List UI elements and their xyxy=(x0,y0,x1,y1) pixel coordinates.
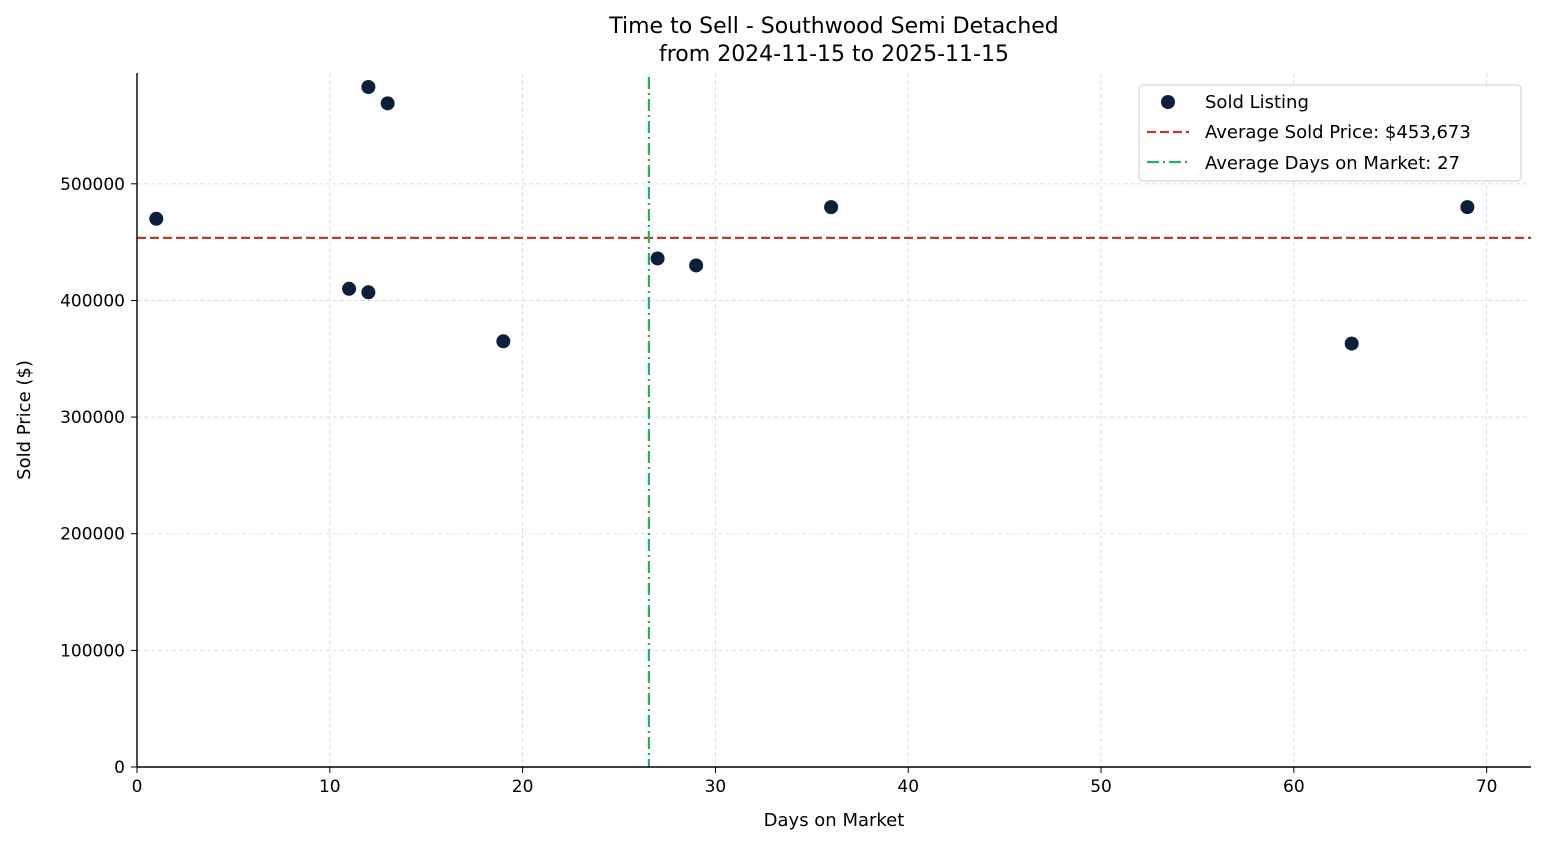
legend: Sold Listing Average Sold Price: $453,673… xyxy=(1138,84,1522,182)
y-tick-label: 300000 xyxy=(60,408,125,428)
data-point xyxy=(1460,200,1475,215)
x-tick-label: 0 xyxy=(132,777,143,797)
data-point xyxy=(824,200,839,215)
reference-lines xyxy=(137,77,1531,767)
axes: 0 10 20 30 40 50 60 70 0 100000 200000 300000 400000… xyxy=(60,73,1531,797)
chart-subtitle: from 2024-11-15 to 2025-11-15 xyxy=(659,42,1009,67)
legend-label-sold: Sold Listing xyxy=(1205,92,1309,113)
x-tick-label: 70 xyxy=(1476,777,1498,797)
x-tick-label: 60 xyxy=(1283,777,1305,797)
x-tick-label: 30 xyxy=(705,777,727,797)
legend-marker-sold xyxy=(1161,95,1175,109)
legend-label-avg-days: Average Days on Market: 27 xyxy=(1205,153,1460,174)
data-point xyxy=(361,285,376,300)
x-tick-label: 50 xyxy=(1090,777,1112,797)
x-axis-label: Days on Market xyxy=(764,810,905,831)
data-point xyxy=(149,211,164,226)
y-tick-label: 0 xyxy=(114,758,125,778)
data-point xyxy=(650,251,665,266)
x-tick-label: 40 xyxy=(897,777,919,797)
y-axis-label: Sold Price ($) xyxy=(14,360,35,480)
y-tick-label: 200000 xyxy=(60,525,125,545)
legend-box xyxy=(1138,84,1522,182)
data-point xyxy=(361,79,376,94)
data-point xyxy=(342,281,357,296)
x-tick-label: 10 xyxy=(319,777,341,797)
x-tick-label: 20 xyxy=(512,777,534,797)
y-tick-label: 500000 xyxy=(60,175,125,195)
chart-title: Time to Sell - Southwood Semi Detached xyxy=(608,14,1059,39)
legend-label-avg-price: Average Sold Price: $453,673 xyxy=(1205,122,1471,143)
y-tick-label: 100000 xyxy=(60,641,125,661)
data-point xyxy=(689,258,704,273)
data-point xyxy=(496,334,511,349)
y-tick-label: 400000 xyxy=(60,291,125,311)
data-point xyxy=(380,96,395,111)
data-points xyxy=(149,79,1475,351)
data-point xyxy=(1344,336,1359,351)
